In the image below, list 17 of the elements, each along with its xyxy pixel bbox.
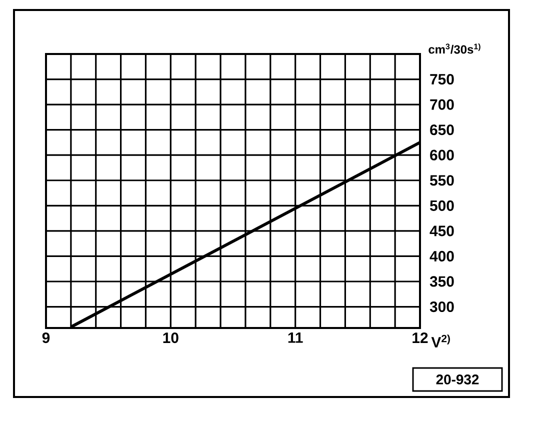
x-tick-label: 11	[288, 332, 303, 343]
x-tick-label: 10	[163, 332, 178, 344]
x-tick-label: 9	[42, 332, 50, 344]
y-tick-label: 750	[430, 74, 454, 85]
x-tick-label: 12	[412, 332, 428, 343]
y-tick-label: 450	[430, 226, 454, 236]
x-axis-title: V$^{2)}$	[431, 334, 450, 348]
y-axis-title: cm$^{3}$/30s$^{1)}$	[428, 43, 480, 54]
y-tick-label: 400	[430, 250, 454, 262]
y-tick-label: 300	[430, 301, 454, 312]
y-tick-label: 600	[430, 150, 454, 160]
text: 20-932	[436, 374, 479, 384]
y-tick-label: 500	[430, 200, 454, 211]
y-tick-label: 700	[430, 99, 454, 110]
y-tick-label: 550	[430, 175, 454, 186]
y-tick-label: 650	[430, 124, 454, 136]
y-tick-label: 350	[430, 276, 454, 287]
